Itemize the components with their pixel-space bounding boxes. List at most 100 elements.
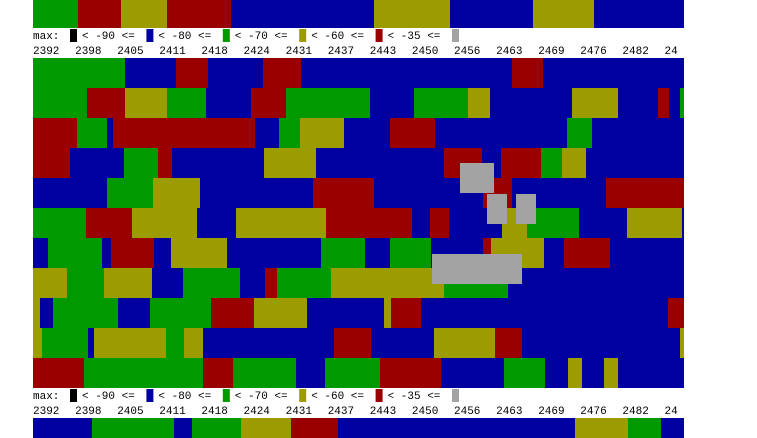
heat-cell [437,58,484,88]
heat-cell [33,88,87,118]
heat-cell [543,58,574,88]
heat-cell [301,58,349,88]
heat-cell [161,118,214,148]
heat-cell [545,358,568,388]
heat-cell [609,148,658,178]
legend-swatch [222,29,230,42]
heat-cell [680,88,684,118]
frequency-label: 2456 [454,406,480,418]
heat-cell [172,148,198,178]
heat-cell [487,194,507,224]
heat-cell [522,328,546,358]
legend-swatch [375,389,383,402]
heat-cell [156,208,197,238]
heat-cell [645,178,684,208]
heat-cell [304,88,364,118]
frequency-label: 2482 [622,46,648,58]
heat-cell [70,148,124,178]
heat-cell [241,418,291,438]
legend-swatch [299,389,307,402]
heat-cell [618,358,634,388]
frequency-label: 2424 [244,406,271,418]
heat-cell [391,298,421,328]
frequency-label: 2443 [370,46,396,58]
legend-swatch [222,389,230,402]
heat-cell [460,163,494,193]
heat-cell [211,298,254,328]
heat-cell [641,58,664,88]
heat-cell [88,328,94,358]
heat-cell [40,298,53,328]
heat-cell [564,238,610,268]
heat-cell [33,298,40,328]
heat-cell [483,238,491,268]
heat-cell [371,328,425,358]
heat-cell [338,418,389,438]
legend-swatch [146,29,154,42]
heat-cell [627,208,682,238]
heat-cell [579,208,627,238]
heat-cell [392,0,450,28]
heat-cell [77,118,107,148]
heat-cell [86,208,132,238]
heat-cell [200,178,240,208]
heat-cell [254,298,307,328]
heat-cell [291,418,338,438]
heat-cell [281,0,334,28]
heat-cell [33,118,57,148]
heat-cell [87,88,125,118]
heat-cell [152,268,175,298]
heat-cell [572,88,618,118]
frequency-label: 2398 [75,46,101,58]
heat-cell [414,88,468,118]
heat-cell [107,178,120,208]
heat-cell [642,328,680,358]
legend-swatch [452,389,459,402]
heat-cell [480,418,512,438]
heat-cell [634,358,684,388]
heat-cell [533,0,594,28]
heat-cell [568,358,582,388]
heat-cell [104,268,152,298]
heat-cell [154,238,171,268]
frequency-label: 2431 [286,46,313,58]
heat-cell [300,118,344,148]
heat-cell [233,358,296,388]
heat-cell [622,178,645,208]
heat-cell [450,0,462,28]
legend-level: < -70 <= [235,31,288,43]
heat-cell [174,88,206,118]
frequency-label: 2450 [412,46,438,58]
heat-cell [94,328,111,358]
heat-cell [33,238,48,268]
heat-cell [67,268,104,298]
frequency-label: 2450 [412,406,438,418]
heat-cell [364,148,383,178]
heat-cell [167,0,183,28]
heat-cell [668,298,684,328]
heat-cell [125,88,167,118]
heat-cell [303,208,326,238]
heat-cell [625,0,680,28]
heat-cell [267,238,321,268]
heat-cell [576,178,606,208]
heat-cell [326,208,375,238]
frequency-label: 2463 [496,46,522,58]
heat-cell [628,418,661,438]
heat-cell [435,118,481,148]
legend-level: < -60 <= [311,391,364,403]
heat-cell [544,238,564,268]
heat-cell [175,268,183,298]
heat-cell [53,298,118,328]
heat-cell [265,328,275,358]
heat-cell [132,208,156,238]
heat-cell [325,358,380,388]
heat-cell [174,418,192,438]
legend-swatch [299,29,307,42]
heat-cell [33,208,86,238]
heat-cell [640,238,684,268]
frequency-label: 2424 [244,46,271,58]
heat-cell [264,148,316,178]
legend-level: < -90 <= [82,391,135,403]
heat-cell [374,0,392,28]
